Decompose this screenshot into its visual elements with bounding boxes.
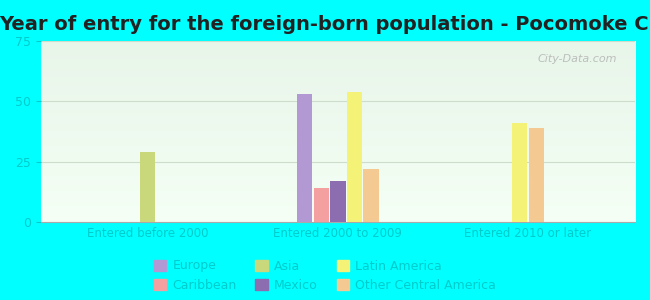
Bar — [313, 188, 329, 222]
Legend: Europe, Caribbean, Asia, Mexico, Latin America, Other Central America: Europe, Caribbean, Asia, Mexico, Latin A… — [149, 254, 501, 297]
Bar — [330, 181, 346, 222]
Bar — [347, 92, 362, 222]
Bar — [363, 169, 379, 222]
Bar — [297, 94, 312, 222]
Bar — [140, 152, 155, 222]
Bar — [512, 123, 527, 222]
Bar — [528, 128, 544, 222]
Text: City-Data.com: City-Data.com — [538, 54, 617, 64]
Title: Year of entry for the foreign-born population - Pocomoke City: Year of entry for the foreign-born popul… — [0, 15, 650, 34]
